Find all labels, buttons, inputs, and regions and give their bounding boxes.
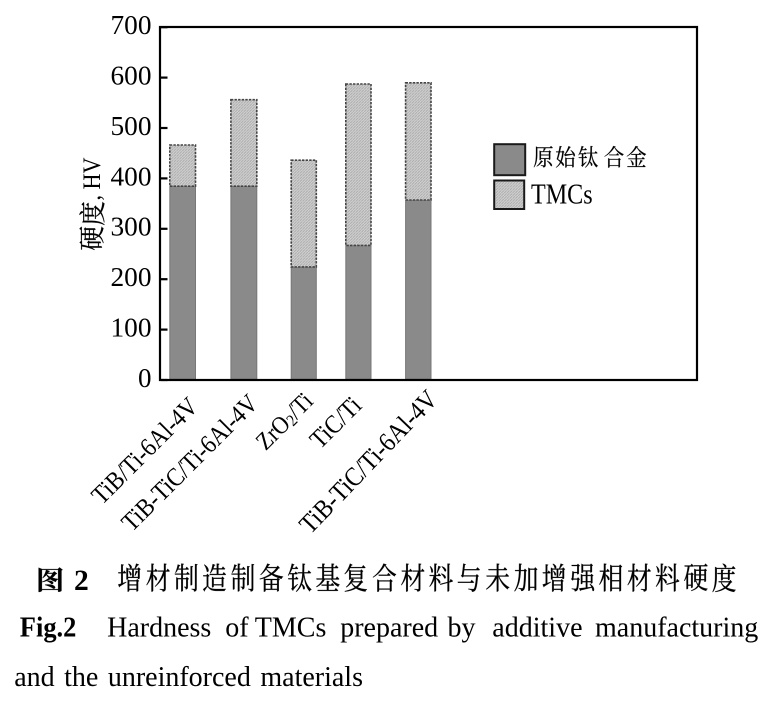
svg-text:and the unreinforced materials: and the unreinforced materials xyxy=(14,662,363,693)
svg-text:600: 600 xyxy=(111,61,152,91)
svg-text:300: 300 xyxy=(111,212,152,242)
svg-text:2: 2 xyxy=(74,565,89,597)
svg-text:100: 100 xyxy=(111,313,152,343)
svg-text:500: 500 xyxy=(111,111,152,141)
svg-text:TMCs: TMCs xyxy=(255,613,327,644)
svg-text:by: by xyxy=(448,613,476,644)
svg-text:0: 0 xyxy=(138,363,152,393)
svg-text:prepared: prepared xyxy=(340,613,438,644)
svg-text:700: 700 xyxy=(111,10,152,40)
svg-text:400: 400 xyxy=(111,161,152,191)
svg-text:Hardness: Hardness xyxy=(107,613,211,644)
svg-text:TMCs: TMCs xyxy=(531,180,593,211)
svg-text:200: 200 xyxy=(111,262,152,292)
svg-text:Fig.2: Fig.2 xyxy=(20,613,77,644)
svg-text:manufacturing: manufacturing xyxy=(595,613,758,644)
svg-text:additive: additive xyxy=(492,613,582,644)
svg-text:ZrO2/Ti: ZrO2/Ti xyxy=(251,387,320,456)
svg-text:of: of xyxy=(225,613,249,644)
svg-text:TiC/Ti: TiC/Ti xyxy=(304,391,367,454)
svg-text:, HV: , HV xyxy=(79,158,106,201)
